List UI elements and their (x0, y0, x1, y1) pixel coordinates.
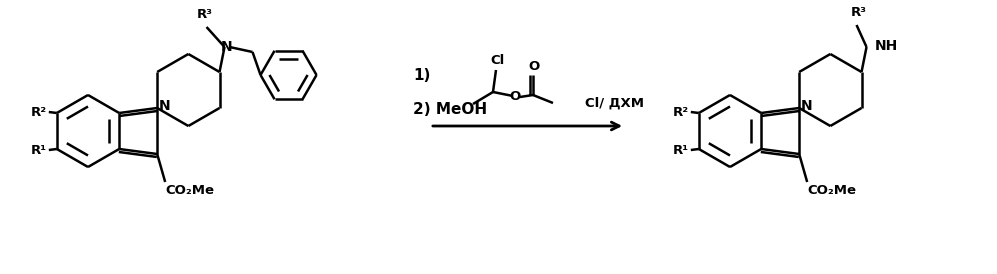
Text: O: O (528, 59, 539, 73)
Text: R²: R² (31, 105, 47, 118)
Text: O: O (509, 90, 520, 104)
Text: 2) MeOH: 2) MeOH (413, 101, 488, 116)
Text: R³: R³ (850, 7, 866, 19)
Text: Cl/ ДХМ: Cl/ ДХМ (585, 96, 644, 110)
Text: R³: R³ (196, 8, 212, 21)
Text: 1): 1) (413, 68, 431, 84)
Text: NH: NH (874, 39, 897, 53)
Text: R²: R² (673, 105, 689, 118)
Text: CO₂Me: CO₂Me (166, 184, 214, 198)
Text: R¹: R¹ (31, 144, 47, 156)
Text: R¹: R¹ (673, 144, 689, 156)
Text: N: N (220, 40, 232, 54)
Text: CO₂Me: CO₂Me (808, 184, 856, 198)
Text: N: N (801, 99, 812, 113)
Text: N: N (159, 99, 170, 113)
Text: Cl: Cl (490, 55, 504, 67)
